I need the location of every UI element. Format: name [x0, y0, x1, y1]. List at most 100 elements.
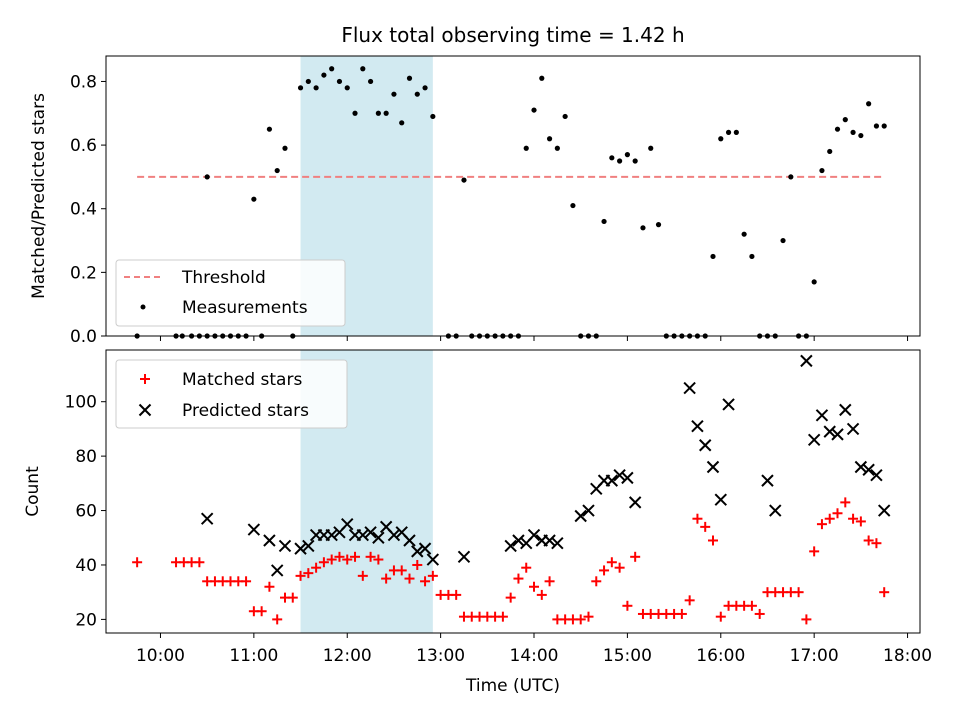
measurement-point [601, 218, 607, 225]
measurement-point [251, 196, 257, 202]
measurement-point [344, 85, 350, 91]
top-y-tick-label: 0.8 [70, 72, 97, 92]
bottom-legend: Matched stars Predicted stars [115, 359, 348, 429]
matched-stars-point [832, 508, 843, 519]
matched-stars-point [132, 557, 143, 568]
predicted-stars-point [769, 504, 782, 517]
bottom-x-tick-label: 10:00 [136, 646, 185, 666]
bottom-data-marks [132, 354, 891, 625]
predicted-stars-point [761, 474, 774, 487]
top-y-axis-label: Matched/Predicted stars [29, 93, 49, 299]
predicted-stars-point [302, 539, 315, 553]
bottom-y-axis-label: Count [23, 466, 43, 517]
measurement-point [297, 85, 304, 91]
matched-stars-point [824, 513, 835, 524]
predicted-stars-point [325, 528, 338, 542]
predicted-stars-point [426, 553, 440, 566]
measurement-point [609, 155, 615, 161]
measurement-point [632, 158, 638, 164]
bottom-y-tick-label: 60 [75, 502, 97, 522]
bottom-x-tick-label: 14:00 [510, 646, 559, 666]
measurement-point [352, 110, 358, 116]
matched-stars-point [684, 595, 695, 606]
predicted-stars-point [551, 536, 564, 550]
measurement-point [391, 91, 397, 97]
bottom-x-tick-label: 17:00 [790, 646, 839, 666]
matched-stars-point [676, 608, 687, 619]
top-y-tick-label: 0.0 [70, 327, 97, 347]
matched-stars-point [848, 513, 859, 524]
matched-stars-point [840, 497, 851, 508]
measurement-point [399, 120, 405, 126]
predicted-stars-point [364, 526, 377, 539]
matched-stars-point [591, 576, 602, 587]
matched-stars-point [396, 565, 407, 576]
predicted-stars-point [807, 433, 821, 447]
measurement-point [282, 145, 288, 151]
matched-stars-point [497, 611, 508, 622]
bottom-x-tick-label: 15:00 [603, 646, 652, 666]
matched-stars-point [544, 576, 555, 587]
measurement-point [321, 72, 327, 78]
measurement-point [531, 107, 537, 113]
top-legend-box [115, 259, 346, 327]
measurement-point [655, 222, 662, 228]
measurement-point [383, 110, 389, 116]
measurement-point [725, 129, 732, 135]
matched-stars-point [342, 554, 353, 565]
predicted-stars-point [294, 542, 307, 555]
measurement-point [648, 145, 654, 151]
matched-stars-point [575, 614, 586, 625]
measurement-point [204, 174, 210, 180]
predicted-stars-point [862, 463, 875, 476]
measurement-point [461, 177, 467, 183]
measurement-point [570, 202, 576, 209]
predicted-stars-point [403, 534, 416, 547]
bottom-y-tick-label: 40 [75, 556, 97, 576]
measurement-point [422, 85, 428, 91]
predicted-stars-point [621, 471, 634, 485]
measurement-point [329, 66, 335, 72]
predicted-stars-point [722, 398, 735, 411]
legend-predicted-label: Predicted stars [182, 401, 309, 421]
matched-stars-point [879, 587, 890, 598]
matched-stars-point [816, 519, 827, 530]
matched-stars-point [599, 565, 610, 576]
matched-stars-point [746, 600, 757, 611]
measurement-point [624, 152, 630, 158]
predicted-stars-point [839, 403, 852, 417]
measurement-point [375, 110, 381, 116]
measurement-point [430, 113, 436, 120]
legend-matched-swatch [140, 374, 150, 384]
bottom-legend-box [115, 359, 348, 429]
predicted-stars-point [527, 528, 541, 542]
measurement-point [313, 85, 319, 91]
measurement-point [819, 167, 825, 174]
matched-stars-point [287, 592, 298, 603]
predicted-stars-point [278, 539, 292, 553]
predicted-stars-point [574, 509, 587, 523]
predicted-stars-point [457, 550, 471, 564]
matched-stars-point [521, 562, 532, 573]
matched-stars-point [318, 557, 329, 568]
matched-stars-point [311, 562, 322, 573]
matched-stars-point [451, 589, 462, 600]
measurement-point [360, 66, 366, 72]
predicted-stars-point [411, 545, 424, 558]
measurement-point [617, 158, 623, 164]
measurement-point [834, 126, 841, 132]
matched-stars-point [700, 521, 711, 532]
predicted-stars-point [823, 425, 836, 438]
bottom-x-axis-label: Time (UTC) [465, 676, 560, 696]
top-panel: 0.00.20.40.60.8 Matched/Predicted stars … [29, 55, 921, 347]
predicted-stars-point [846, 422, 860, 436]
matched-stars-point [264, 581, 275, 592]
measurement-point [873, 123, 880, 129]
measurement-point [539, 75, 545, 81]
matched-stars-point [334, 551, 345, 562]
measurement-point [749, 253, 755, 260]
top-x-axis [159, 336, 909, 341]
bottom-x-tick-label: 16:00 [696, 646, 745, 666]
predicted-stars-point [356, 528, 370, 542]
